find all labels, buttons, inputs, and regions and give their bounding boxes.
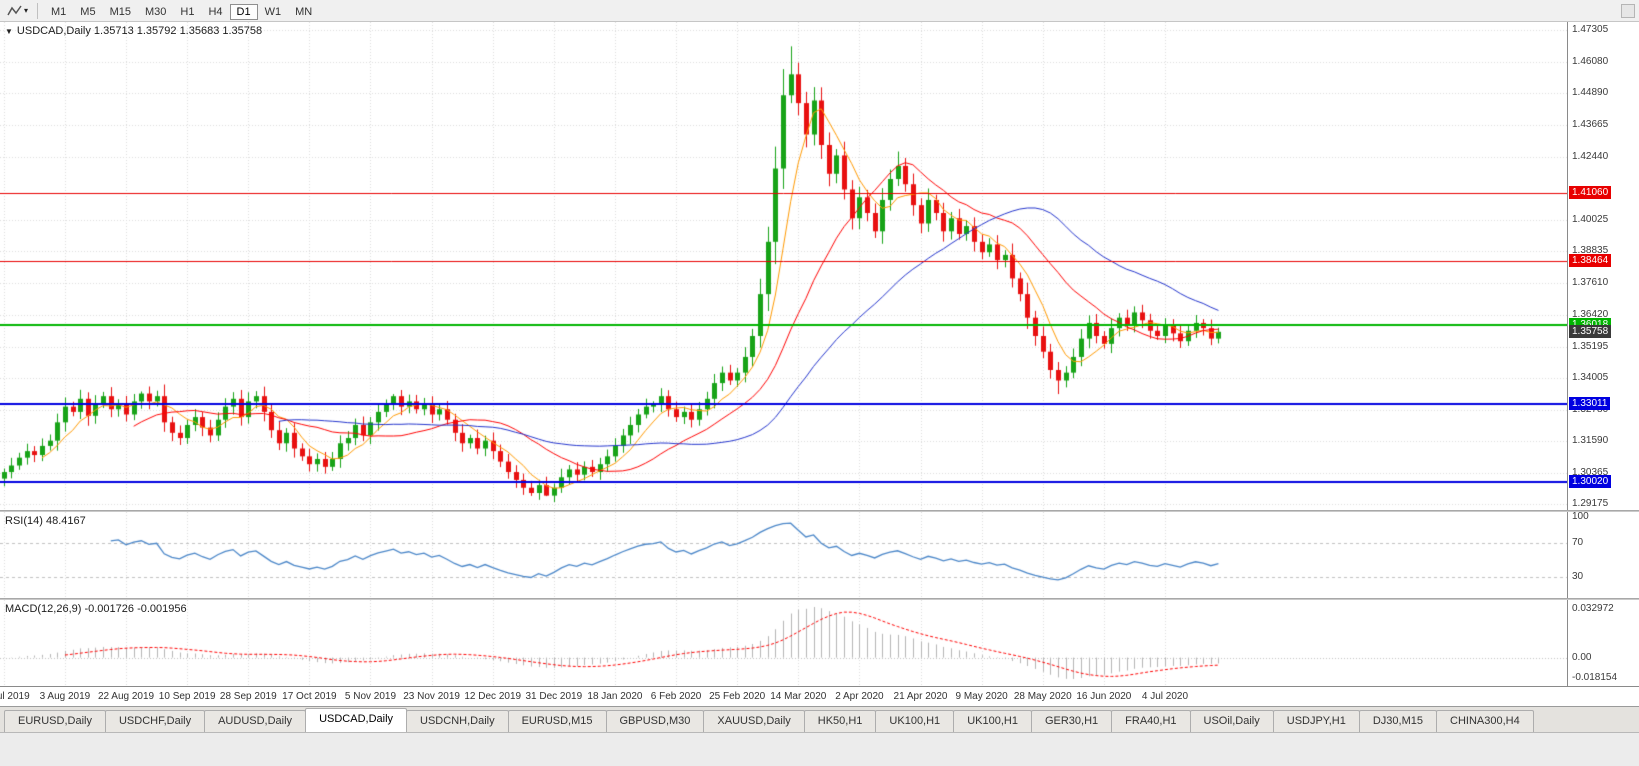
timeframe-toolbar: ▾ M1 M5 M15 M30 H1 H4 D1 W1 MN bbox=[0, 0, 1639, 22]
price-scale-label: 1.31590 bbox=[1572, 434, 1609, 446]
chart-tab-usoil-daily[interactable]: USOil,Daily bbox=[1189, 710, 1274, 732]
zigzag-line-icon bbox=[7, 5, 22, 15]
chart-title: ▼ USDCAD,Daily 1.35713 1.35792 1.35683 1… bbox=[5, 25, 262, 37]
status-bar bbox=[0, 732, 1639, 766]
price-scale-label: 1.30365 bbox=[1572, 466, 1609, 478]
timeframe-buttons: M1 M5 M15 M30 H1 H4 D1 W1 MN bbox=[44, 2, 319, 20]
chart-marker-icon: ▼ bbox=[5, 26, 13, 36]
price-scale-label: 1.43665 bbox=[1572, 118, 1609, 130]
panel-splitter[interactable] bbox=[0, 598, 1639, 600]
hline-price-label: 1.33011 bbox=[1569, 396, 1611, 410]
macd-label: MACD(12,26,9) -0.001726 -0.001956 bbox=[5, 603, 187, 615]
main-price-axis[interactable]: 1.47305 1.46080 1.44890 1.43665 1.42440 1.400… bbox=[1567, 22, 1639, 510]
panel-splitter[interactable] bbox=[0, 510, 1639, 512]
chart-title-text: USDCAD,Daily 1.35713 1.35792 1.35683 1.3… bbox=[16, 25, 263, 37]
chart-tab-uk100-h1[interactable]: UK100,H1 bbox=[875, 710, 955, 732]
timeframe-button-m30[interactable]: M30 bbox=[138, 4, 173, 20]
date-axis-label: 18 Jan 2020 bbox=[587, 691, 643, 702]
rsi-panel: RSI(14) 48.4167 100 70 30 bbox=[0, 511, 1639, 598]
dropdown-caret-icon: ▾ bbox=[24, 6, 29, 15]
date-axis-label: 16 Jul 2019 bbox=[0, 691, 30, 702]
main-chart-canvas[interactable] bbox=[0, 22, 1567, 510]
date-axis-label: 16 Jun 2020 bbox=[1076, 691, 1132, 702]
chart-tab-uk100-h1[interactable]: UK100,H1 bbox=[953, 710, 1032, 732]
chart-tab-xauusd-daily[interactable]: XAUUSD,Daily bbox=[703, 710, 805, 732]
price-scale-label: 1.44890 bbox=[1572, 86, 1609, 98]
main-chart-panel: ▼ USDCAD,Daily 1.35713 1.35792 1.35683 1… bbox=[0, 22, 1639, 510]
price-scale-label: 1.34005 bbox=[1572, 371, 1609, 383]
chart-tab-usdcad-daily[interactable]: USDCAD,Daily bbox=[305, 708, 408, 732]
price-scale-label: 1.35195 bbox=[1572, 340, 1609, 352]
chart-tab-usdchf-daily[interactable]: USDCHF,Daily bbox=[104, 710, 206, 732]
chart-tab-gbpusd-m30[interactable]: GBPUSD,M30 bbox=[605, 710, 705, 732]
rsi-scale-label: 70 bbox=[1572, 536, 1584, 548]
timeframe-button-mn[interactable]: MN bbox=[288, 4, 319, 20]
macd-scale-bottom: -0.018154 bbox=[1572, 672, 1618, 683]
date-axis-label: 17 Oct 2019 bbox=[282, 691, 337, 702]
date-axis-label: 5 Nov 2019 bbox=[344, 691, 397, 702]
date-axis-label: 31 Dec 2019 bbox=[525, 691, 583, 702]
price-scale-label: 1.46080 bbox=[1572, 55, 1609, 67]
timeframe-button-d1[interactable]: D1 bbox=[229, 3, 258, 20]
macd-axis[interactable]: 0.032972 0.00 -0.018154 bbox=[1567, 600, 1639, 686]
date-axis-label: 9 May 2020 bbox=[955, 691, 1008, 702]
chart-tab-audusd-daily[interactable]: AUDUSD,Daily bbox=[204, 710, 307, 732]
date-axis-label: 14 Mar 2020 bbox=[770, 691, 827, 702]
chart-tab-usdcnh-daily[interactable]: USDCNH,Daily bbox=[406, 710, 509, 732]
price-scale-label: 1.29175 bbox=[1572, 498, 1609, 510]
current-price-label: 1.35758 bbox=[1569, 324, 1612, 338]
timeframe-button-h1[interactable]: H1 bbox=[173, 4, 201, 20]
date-axis-label: 21 Apr 2020 bbox=[893, 691, 948, 702]
rsi-canvas[interactable] bbox=[0, 512, 1567, 598]
timeframe-button-m15[interactable]: M15 bbox=[103, 4, 138, 20]
price-scale-label: 1.37610 bbox=[1572, 277, 1609, 289]
hline-price-label: 1.38464 bbox=[1569, 254, 1612, 268]
chart-tab-usdjpy-h1[interactable]: USDJPY,H1 bbox=[1272, 710, 1360, 732]
chart-tab-hk50-h1[interactable]: HK50,H1 bbox=[803, 710, 877, 732]
date-axis-label: 6 Feb 2020 bbox=[650, 691, 702, 702]
date-axis-label: 25 Feb 2020 bbox=[709, 691, 766, 702]
date-axis-label: 4 Jul 2020 bbox=[1141, 691, 1189, 702]
toolbar-separator bbox=[37, 2, 39, 19]
timeframe-button-w1[interactable]: W1 bbox=[258, 4, 289, 20]
rsi-axis[interactable]: 100 70 30 bbox=[1567, 511, 1639, 598]
macd-scale-zero: 0.00 bbox=[1572, 651, 1592, 663]
chart-tab-china300-h4[interactable]: CHINA300,H4 bbox=[1436, 710, 1534, 732]
rsi-label: RSI(14) 48.4167 bbox=[5, 515, 86, 527]
rsi-scale-label: 100 bbox=[1572, 511, 1589, 522]
price-scale-label: 1.47305 bbox=[1572, 23, 1609, 35]
price-scale-label: 1.36420 bbox=[1572, 308, 1609, 320]
date-axis-label: 28 May 2020 bbox=[1013, 691, 1072, 702]
toolbar-corner-button[interactable] bbox=[1621, 3, 1635, 18]
date-axis-label: 3 Aug 2019 bbox=[39, 691, 91, 702]
date-axis-label: 22 Aug 2019 bbox=[97, 691, 155, 702]
chart-tabs-bar: EURUSD,Daily USDCHF,Daily AUDUSD,Daily USDC… bbox=[0, 706, 1639, 732]
draw-tool-icon[interactable]: ▾ bbox=[4, 3, 31, 19]
macd-panel: MACD(12,26,9) -0.001726 -0.001956 0.0329… bbox=[0, 600, 1639, 686]
date-axis-label: 28 Sep 2019 bbox=[219, 691, 277, 702]
chart-tab-ger30-h1[interactable]: GER30,H1 bbox=[1030, 710, 1113, 732]
hline-price-label: 1.41060 bbox=[1569, 186, 1612, 200]
price-scale-label: 1.40025 bbox=[1572, 214, 1609, 226]
date-axis-label: 23 Nov 2019 bbox=[403, 691, 460, 702]
timeframe-button-m1[interactable]: M1 bbox=[44, 4, 73, 20]
date-axis-label: 12 Dec 2019 bbox=[464, 691, 522, 702]
price-scale-label: 1.42440 bbox=[1572, 151, 1609, 163]
chart-tab-dj30-m15[interactable]: DJ30,M15 bbox=[1358, 710, 1437, 732]
hline-price-label: 1.30020 bbox=[1569, 475, 1612, 488]
chart-tab-eurusd-daily[interactable]: EURUSD,Daily bbox=[4, 710, 106, 732]
rsi-scale-label: 30 bbox=[1572, 571, 1584, 583]
timeframe-button-h4[interactable]: H4 bbox=[201, 4, 229, 20]
price-scale-label: 1.38835 bbox=[1572, 245, 1609, 257]
date-axis-label: 2 Apr 2020 bbox=[835, 691, 884, 702]
macd-scale-top: 0.032972 bbox=[1572, 603, 1614, 614]
timeframe-button-m5[interactable]: M5 bbox=[73, 4, 102, 20]
date-axis-label: 10 Sep 2019 bbox=[158, 691, 216, 702]
macd-canvas[interactable] bbox=[0, 600, 1567, 686]
chart-tab-fra40-h1[interactable]: FRA40,H1 bbox=[1111, 710, 1191, 732]
chart-tab-eurusd-m15[interactable]: EURUSD,M15 bbox=[507, 710, 607, 732]
